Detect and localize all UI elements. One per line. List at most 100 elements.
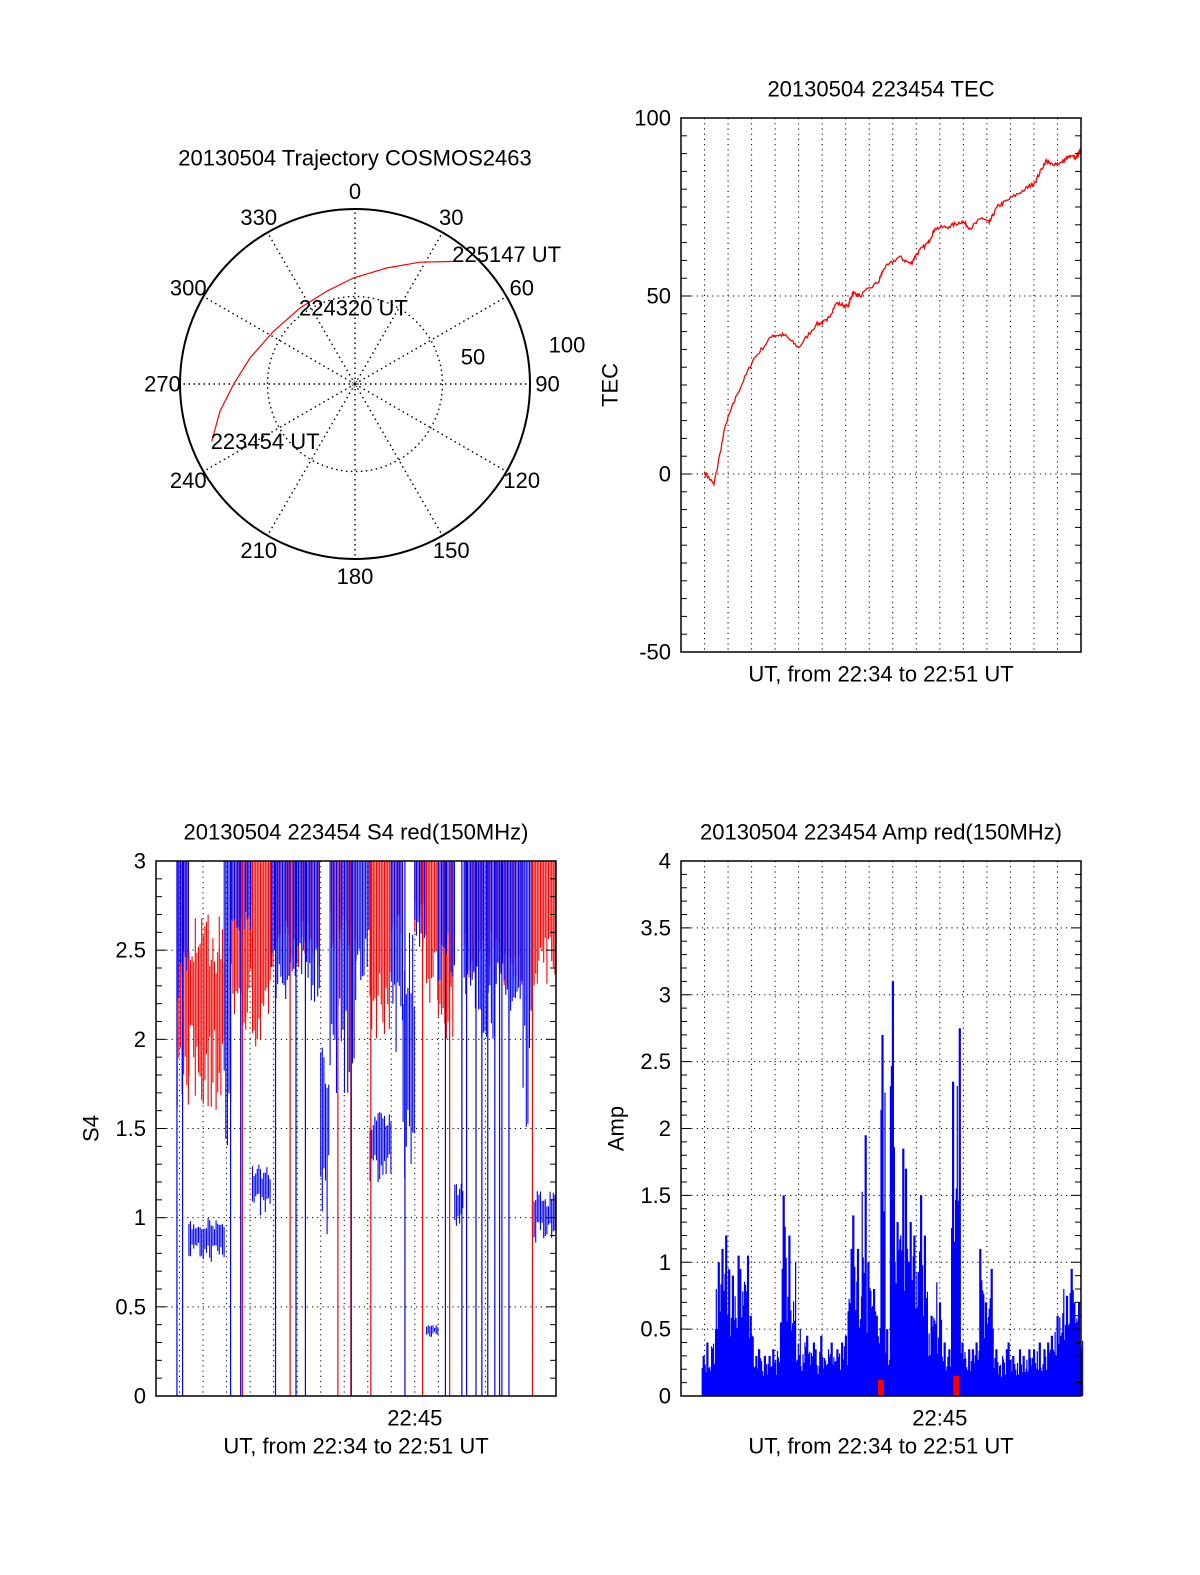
y-tick-label: 2.5: [115, 938, 146, 963]
amp-blue-bar: [927, 1315, 933, 1396]
amp-blue-bar: [1035, 1342, 1041, 1396]
amp-blue-bar: [922, 1235, 928, 1396]
amp-blue-bar: [833, 1349, 839, 1396]
y-tick-label: -50: [639, 640, 671, 665]
s4-blue-trace: [426, 1325, 439, 1337]
amp-blue-bar: [875, 1315, 881, 1396]
s4-red-trace: [251, 861, 271, 1047]
time-label: 224320 UT: [299, 296, 408, 321]
amp-blue-bar: [903, 1168, 910, 1396]
azimuth-gridline: [354, 295, 507, 385]
amp-blue-bar: [974, 1342, 980, 1396]
amp-blue-bar: [823, 1349, 830, 1396]
amp-blue-bar: [988, 1268, 994, 1396]
amp-blue-bar: [748, 1315, 754, 1396]
trajectory-line: [211, 260, 454, 442]
azimuth-label: 180: [337, 564, 374, 589]
amp-blue-bar: [1059, 1289, 1065, 1396]
y-tick-label: 3: [659, 982, 671, 1007]
amp-blue-bar: [936, 1302, 943, 1396]
amp-blue-bar: [908, 1222, 914, 1396]
amp-blue-bar: [918, 1195, 924, 1396]
amp-blue-bar: [725, 1235, 731, 1396]
trajectory-polar-plot: 20130504 Trajectory COSMOS2463 0 30 60 90 120…: [144, 146, 585, 590]
amp-blue-bar: [913, 1235, 919, 1396]
plot-frame: [680, 860, 1082, 1397]
y-tick-label: 4: [659, 849, 671, 874]
amp-blue-bar: [720, 1248, 726, 1396]
amp-red-bar: [953, 1375, 960, 1396]
s4-blue-trace: [454, 1183, 464, 1226]
azimuth-label: 270: [144, 372, 181, 397]
x-axis-label: UT, from 22:34 to 22:51 UT: [223, 1434, 488, 1459]
radial-ring: [266, 295, 444, 473]
plot-title: 20130504 223454 TEC: [767, 77, 994, 102]
azimuth-label: 150: [433, 538, 470, 563]
azimuth-gridline: [266, 383, 356, 536]
y-tick-label: 100: [634, 106, 671, 131]
polar-title: 20130504 Trajectory COSMOS2463: [178, 146, 531, 171]
tec-line: [703, 147, 1082, 488]
amp-blue-bar: [960, 1342, 966, 1396]
amp-blue-bar: [753, 1355, 759, 1396]
amp-blue-bar: [852, 1215, 858, 1396]
amp-blue-bar: [791, 1262, 797, 1396]
amp-blue-bar: [1012, 1355, 1018, 1396]
amp-blue-bar: [979, 1248, 985, 1396]
amp-blue-bar: [701, 1355, 707, 1396]
amp-blue-bar: [795, 1329, 801, 1396]
y-axis-label: Amp: [604, 1106, 629, 1151]
azimuth-label: 0: [349, 179, 361, 204]
amp-blue-bar: [819, 1335, 825, 1396]
amp-blue-bar: [861, 1135, 867, 1396]
amp-blue-bar: [1045, 1342, 1051, 1396]
y-tick-label: 1.5: [115, 1116, 146, 1141]
x-tick-label: 22:45: [387, 1406, 442, 1431]
azimuth-gridline: [266, 232, 356, 385]
y-tick-label: 3: [134, 849, 146, 874]
y-tick-label: 1: [659, 1250, 671, 1275]
s4-red-trace: [188, 914, 225, 1110]
s4-blue-trace: [522, 861, 532, 1127]
plot-title: 20130504 223454 Amp red(150MHz): [700, 820, 1062, 845]
azimuth-label: 330: [240, 205, 277, 230]
amp-blue-bar: [1063, 1295, 1070, 1396]
amp-blue-bar: [969, 1349, 975, 1396]
amp-blue-bar: [1031, 1349, 1037, 1396]
azimuth-gridline: [354, 383, 507, 473]
amp-red-bar: [878, 1379, 884, 1396]
amp-blue-bar: [1021, 1355, 1027, 1396]
amp-blue-bar: [951, 1081, 957, 1396]
amp-blue-bar: [786, 1235, 792, 1396]
s4-blue-trace: [369, 1111, 392, 1182]
azimuth-gridline: [354, 383, 444, 536]
amp-blue-bar: [828, 1342, 834, 1396]
amp-blue-bar: [842, 1335, 848, 1396]
amp-blue-bar: [1054, 1315, 1060, 1396]
azimuth-label: 240: [170, 468, 207, 493]
plot-frame: [155, 860, 557, 1397]
amp-blue-bar: [871, 1289, 877, 1396]
outer-ring: [179, 208, 531, 560]
azimuth-label: 60: [509, 275, 533, 300]
y-tick-label: 2: [659, 1116, 671, 1141]
amp-blue-bar: [734, 1255, 740, 1396]
s4-red-trace: [369, 861, 392, 1039]
amp-blue-bar: [880, 1034, 886, 1396]
amp-blue-bar: [932, 1282, 938, 1396]
radial-label: 50: [461, 345, 485, 370]
amp-blue-bar: [767, 1355, 773, 1396]
radial-label: 100: [549, 333, 586, 358]
amp-blue-bar: [758, 1349, 764, 1396]
time-label: 225147 UT: [452, 242, 561, 267]
amp-blue-bar: [899, 1148, 905, 1396]
amp-blue-bar: [889, 981, 895, 1396]
amp-blue-bar: [706, 1342, 712, 1396]
amp-blue-bar: [1026, 1349, 1032, 1396]
azimuth-label: 210: [240, 538, 277, 563]
amp-blue-bar: [762, 1355, 768, 1396]
amp-blue-bar: [1068, 1268, 1074, 1396]
azimuth-gridline: [203, 383, 356, 473]
amp-blue-bar: [1007, 1342, 1013, 1396]
